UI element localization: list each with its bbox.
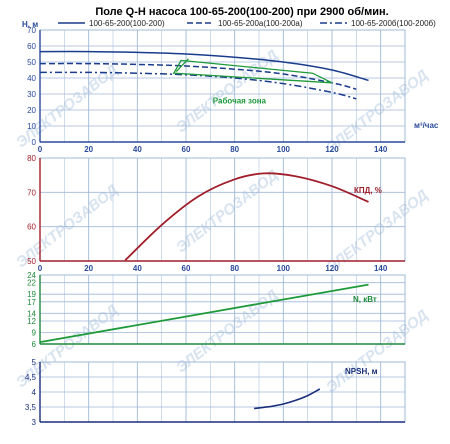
- series-line-2-1: [124, 172, 369, 261]
- legend-entry-1: 100-65-200(100-200): [89, 19, 165, 28]
- y-tick-label: 17: [27, 298, 36, 307]
- chart-legend: 100-65-200(100-200) 100-65-200а(100-200а)…: [58, 19, 436, 28]
- y-tick-label: 0: [32, 138, 37, 147]
- watermark-text: ЭЛЕКТРОЗАВОД: [323, 66, 431, 156]
- x-axis-label-flow: м³/час: [414, 121, 439, 130]
- x-tick-label: 140: [374, 264, 388, 273]
- y-tick-label: 50: [27, 257, 36, 266]
- y-tick-label: 5: [32, 358, 37, 367]
- chart-panel-1: 0 10 20 30 40 50 60 70 0 20 40 60 80 100 120 140 H, м м³/…: [22, 19, 439, 154]
- y-tick-label: 3: [32, 418, 37, 427]
- y-tick-label: 14: [27, 309, 36, 318]
- x-tick-label: 140: [374, 145, 388, 154]
- watermark-text: ЭЛЕКТРОЗАВОД: [173, 166, 281, 256]
- y-tick-label: 30: [27, 90, 36, 99]
- x-tick-label: 20: [84, 264, 93, 273]
- x-tick-label: 120: [325, 264, 339, 273]
- y-tick-label: 19: [27, 290, 36, 299]
- x-tick-label: 80: [230, 264, 239, 273]
- y-tick-label: 6: [32, 340, 37, 349]
- legend-entry-2: 100-65-200а(100-200а): [218, 19, 303, 28]
- y-tick-label: 10: [27, 122, 36, 131]
- chart-panel-4: 3 3,5 4 4,5 5 NPSH, м: [25, 358, 406, 427]
- working-zone-marker: [175, 58, 189, 73]
- watermark-text: ЭЛЕКТРОЗАВОД: [173, 286, 281, 376]
- y-tick-label: 24: [27, 271, 36, 280]
- x-tick-label: 40: [133, 264, 142, 273]
- x-tick-label: 120: [325, 145, 339, 154]
- y-tick-label: 12: [27, 317, 36, 326]
- x-tick-label: 100: [277, 264, 291, 273]
- y-tick-label: 70: [27, 188, 36, 197]
- y-tick-label: 80: [27, 154, 36, 163]
- legend-entry-3: 100-65-200б(100-200б): [351, 19, 436, 28]
- y-tick-label: 40: [27, 74, 36, 83]
- y-tick-label: 9: [32, 329, 37, 338]
- y-tick-label: 20: [27, 106, 36, 115]
- series-line-1-1: [39, 50, 369, 82]
- y-tick-label: 3,5: [25, 403, 37, 412]
- chart-title: Поле Q-H насоса 100-65-200(100-200) при …: [95, 6, 388, 18]
- y-tick-label: 60: [27, 42, 36, 51]
- series-line-1-3: [39, 71, 357, 100]
- x-tick-label: 20: [84, 145, 93, 154]
- x-tick-label: 60: [182, 145, 191, 154]
- x-tick-label: 0: [38, 145, 43, 154]
- series-label-4: NPSH, м: [345, 367, 378, 376]
- working-zone-outline: [172, 59, 333, 84]
- y-tick-label: 70: [27, 26, 36, 35]
- working-zone-label: Рабочая зона: [213, 96, 267, 105]
- y-tick-label: 60: [27, 223, 36, 232]
- x-tick-label: 40: [133, 145, 142, 154]
- x-tick-label: 100: [277, 145, 291, 154]
- series-line-4-1: [253, 388, 321, 410]
- series-line-3-1: [39, 283, 369, 343]
- chart-panel-2: 50 60 70 80 0 20 40 60 80 100 120 140 КПД, %: [27, 154, 406, 273]
- y-axis-label-head: H, м: [22, 20, 38, 29]
- x-tick-label: 80: [230, 145, 239, 154]
- watermark-text: ЭЛЕКТРОЗАВОД: [323, 186, 431, 276]
- series-label-3: N, кВт: [353, 295, 377, 304]
- y-tick-label: 50: [27, 58, 36, 67]
- series-label-2: КПД, %: [354, 186, 382, 195]
- x-tick-label: 0: [38, 264, 43, 273]
- watermark-text: ЭЛЕКТРОЗАВОД: [323, 306, 431, 396]
- y-tick-label: 22: [27, 279, 36, 288]
- y-tick-label: 4: [32, 388, 37, 397]
- y-tick-label: 4,5: [25, 373, 37, 382]
- x-tick-label: 60: [182, 264, 191, 273]
